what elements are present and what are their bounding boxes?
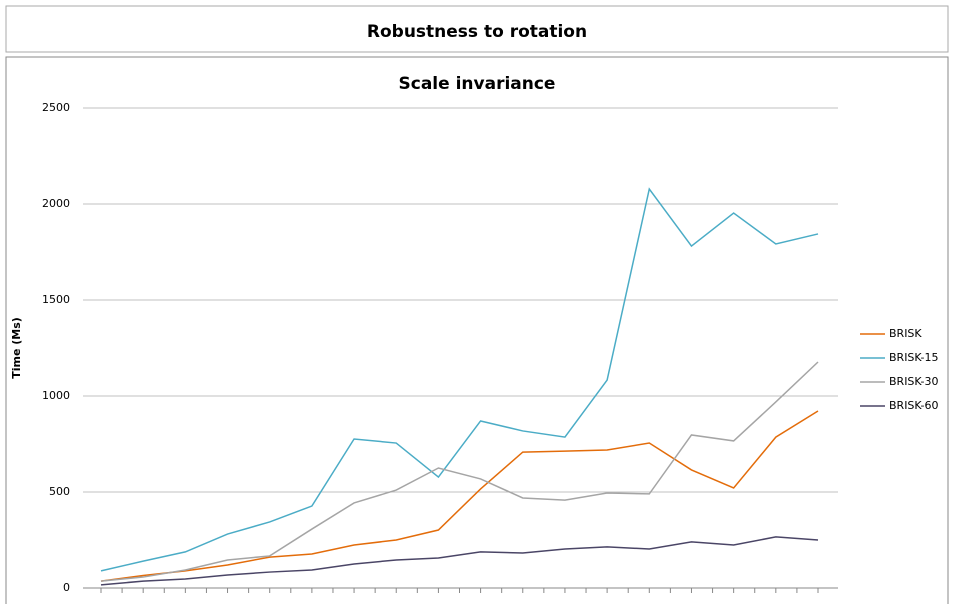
y-tick-label: 1000 bbox=[42, 389, 70, 402]
y-tick-label: 2500 bbox=[42, 101, 70, 114]
chart-frame bbox=[5, 56, 949, 608]
series-line bbox=[100, 187, 819, 572]
y-tick-label: 0 bbox=[63, 581, 70, 594]
y-axis-label: Time (Ms) bbox=[10, 317, 23, 379]
series-line bbox=[100, 410, 819, 582]
series-line bbox=[100, 536, 819, 586]
legend-label: BRISK-30 bbox=[889, 375, 938, 388]
header-title: Robustness to rotation bbox=[367, 22, 587, 42]
header-box bbox=[5, 5, 949, 53]
legend-label: BRISK-15 bbox=[889, 351, 938, 364]
legend-label: BRISK-60 bbox=[889, 399, 938, 412]
y-tick-label: 1500 bbox=[42, 293, 70, 306]
series-line bbox=[100, 361, 819, 582]
y-tick-label: 500 bbox=[49, 485, 70, 498]
legend-label: BRISK bbox=[889, 327, 922, 340]
y-tick-label: 2000 bbox=[42, 197, 70, 210]
chart-title: Scale invariance bbox=[399, 74, 556, 94]
